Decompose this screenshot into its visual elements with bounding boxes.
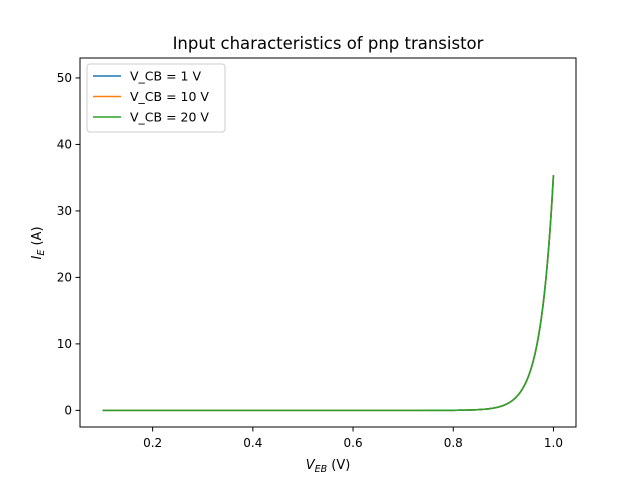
x-tick-label: 1.0: [544, 436, 563, 450]
x-axis-ticks: 0.2 0.4 0.6 0.8 1.0: [143, 427, 563, 450]
legend-box: [86, 63, 226, 133]
y-tick-label: 30: [57, 204, 72, 218]
y-axis-label-sub: E: [36, 250, 47, 256]
series-layer: [102, 175, 555, 412]
axes-frame: [79, 57, 577, 428]
x-axis-label-sub: EB: [315, 464, 328, 475]
x-tick-label: 0.2: [143, 436, 162, 450]
chart-title: Input characteristics of pnp transistor: [173, 34, 484, 53]
legend-items: V_CB = 1 V V_CB = 10 V V_CB = 20 V: [93, 69, 209, 125]
y-axis-ticks: 0 10 20 30 40 50: [57, 71, 80, 418]
legend-label: V_CB = 1 V: [130, 69, 201, 84]
x-axis-label: VEB (V): [306, 458, 351, 475]
legend-label: V_CB = 20 V: [130, 110, 209, 125]
y-tick-label: 50: [57, 71, 72, 85]
legend: V_CB = 1 V V_CB = 10 V V_CB = 20 V: [86, 63, 226, 133]
x-tick-label: 0.8: [444, 436, 463, 450]
series-line-3: [102, 175, 555, 412]
legend-label: V_CB = 10 V: [130, 89, 209, 104]
x-tick-label: 0.6: [344, 436, 363, 450]
y-tick-label: 0: [64, 404, 72, 418]
plot-area: 0.2 0.4 0.6 0.8 1.0 0 10 20 30 40 50: [57, 57, 577, 450]
x-axis-label-main: V: [306, 458, 316, 473]
y-axis-label: IE (A): [30, 226, 47, 259]
y-tick-label: 40: [57, 138, 72, 152]
x-tick-label: 0.4: [243, 436, 262, 450]
y-tick-label: 10: [57, 337, 72, 351]
y-tick-label: 20: [57, 271, 72, 285]
y-axis-label-main: I: [30, 256, 45, 260]
x-axis-label-unit: (V): [327, 458, 350, 473]
y-axis-label-unit: (A): [30, 226, 45, 249]
